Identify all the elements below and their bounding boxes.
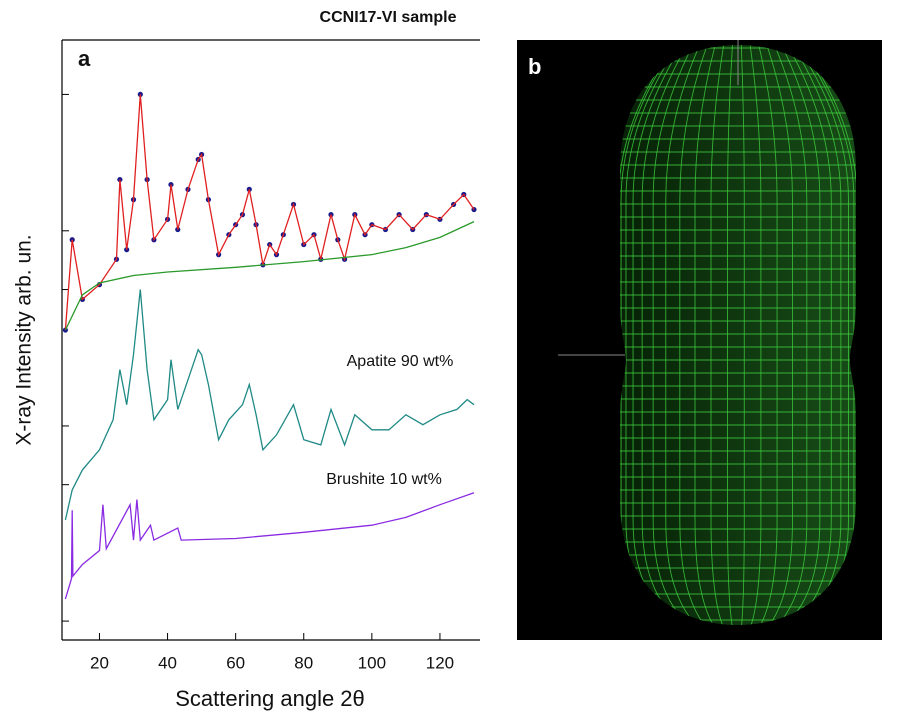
wire-line (694, 45, 717, 625)
wire-line (665, 45, 703, 625)
wire-line (764, 45, 793, 625)
wire-line (679, 45, 710, 625)
panel-label: b (528, 54, 541, 79)
annotation: Brushite 10 wt% (326, 471, 442, 488)
render-panel: b (517, 40, 882, 640)
data-line (64, 492, 475, 600)
chart-title: CCNI17-VI sample (320, 9, 457, 26)
panel-label: a (78, 46, 91, 71)
wire-line (710, 45, 725, 625)
x-tick-label: 20 (90, 653, 109, 672)
wire-line (740, 45, 745, 625)
x-tick-label: 120 (426, 653, 454, 672)
wire-line (749, 45, 762, 625)
x-tick-label: 60 (226, 653, 245, 672)
x-tick-label: 80 (294, 653, 313, 672)
wire-line (757, 45, 778, 625)
data-line (64, 221, 475, 331)
x-axis-label: Scattering angle 2θ (175, 686, 365, 711)
x-tick-label: 40 (158, 653, 177, 672)
wire-line (652, 45, 696, 625)
data-line (64, 289, 475, 521)
wire-line (772, 45, 808, 625)
x-tick-label: 100 (358, 653, 386, 672)
y-axis-label: X-ray Intensity arb. un. (13, 234, 36, 445)
wireframe (620, 45, 856, 625)
wire-line (727, 45, 734, 625)
wire-line (778, 45, 821, 625)
data-line (64, 94, 475, 331)
annotation: Apatite 90 wt% (347, 353, 454, 370)
